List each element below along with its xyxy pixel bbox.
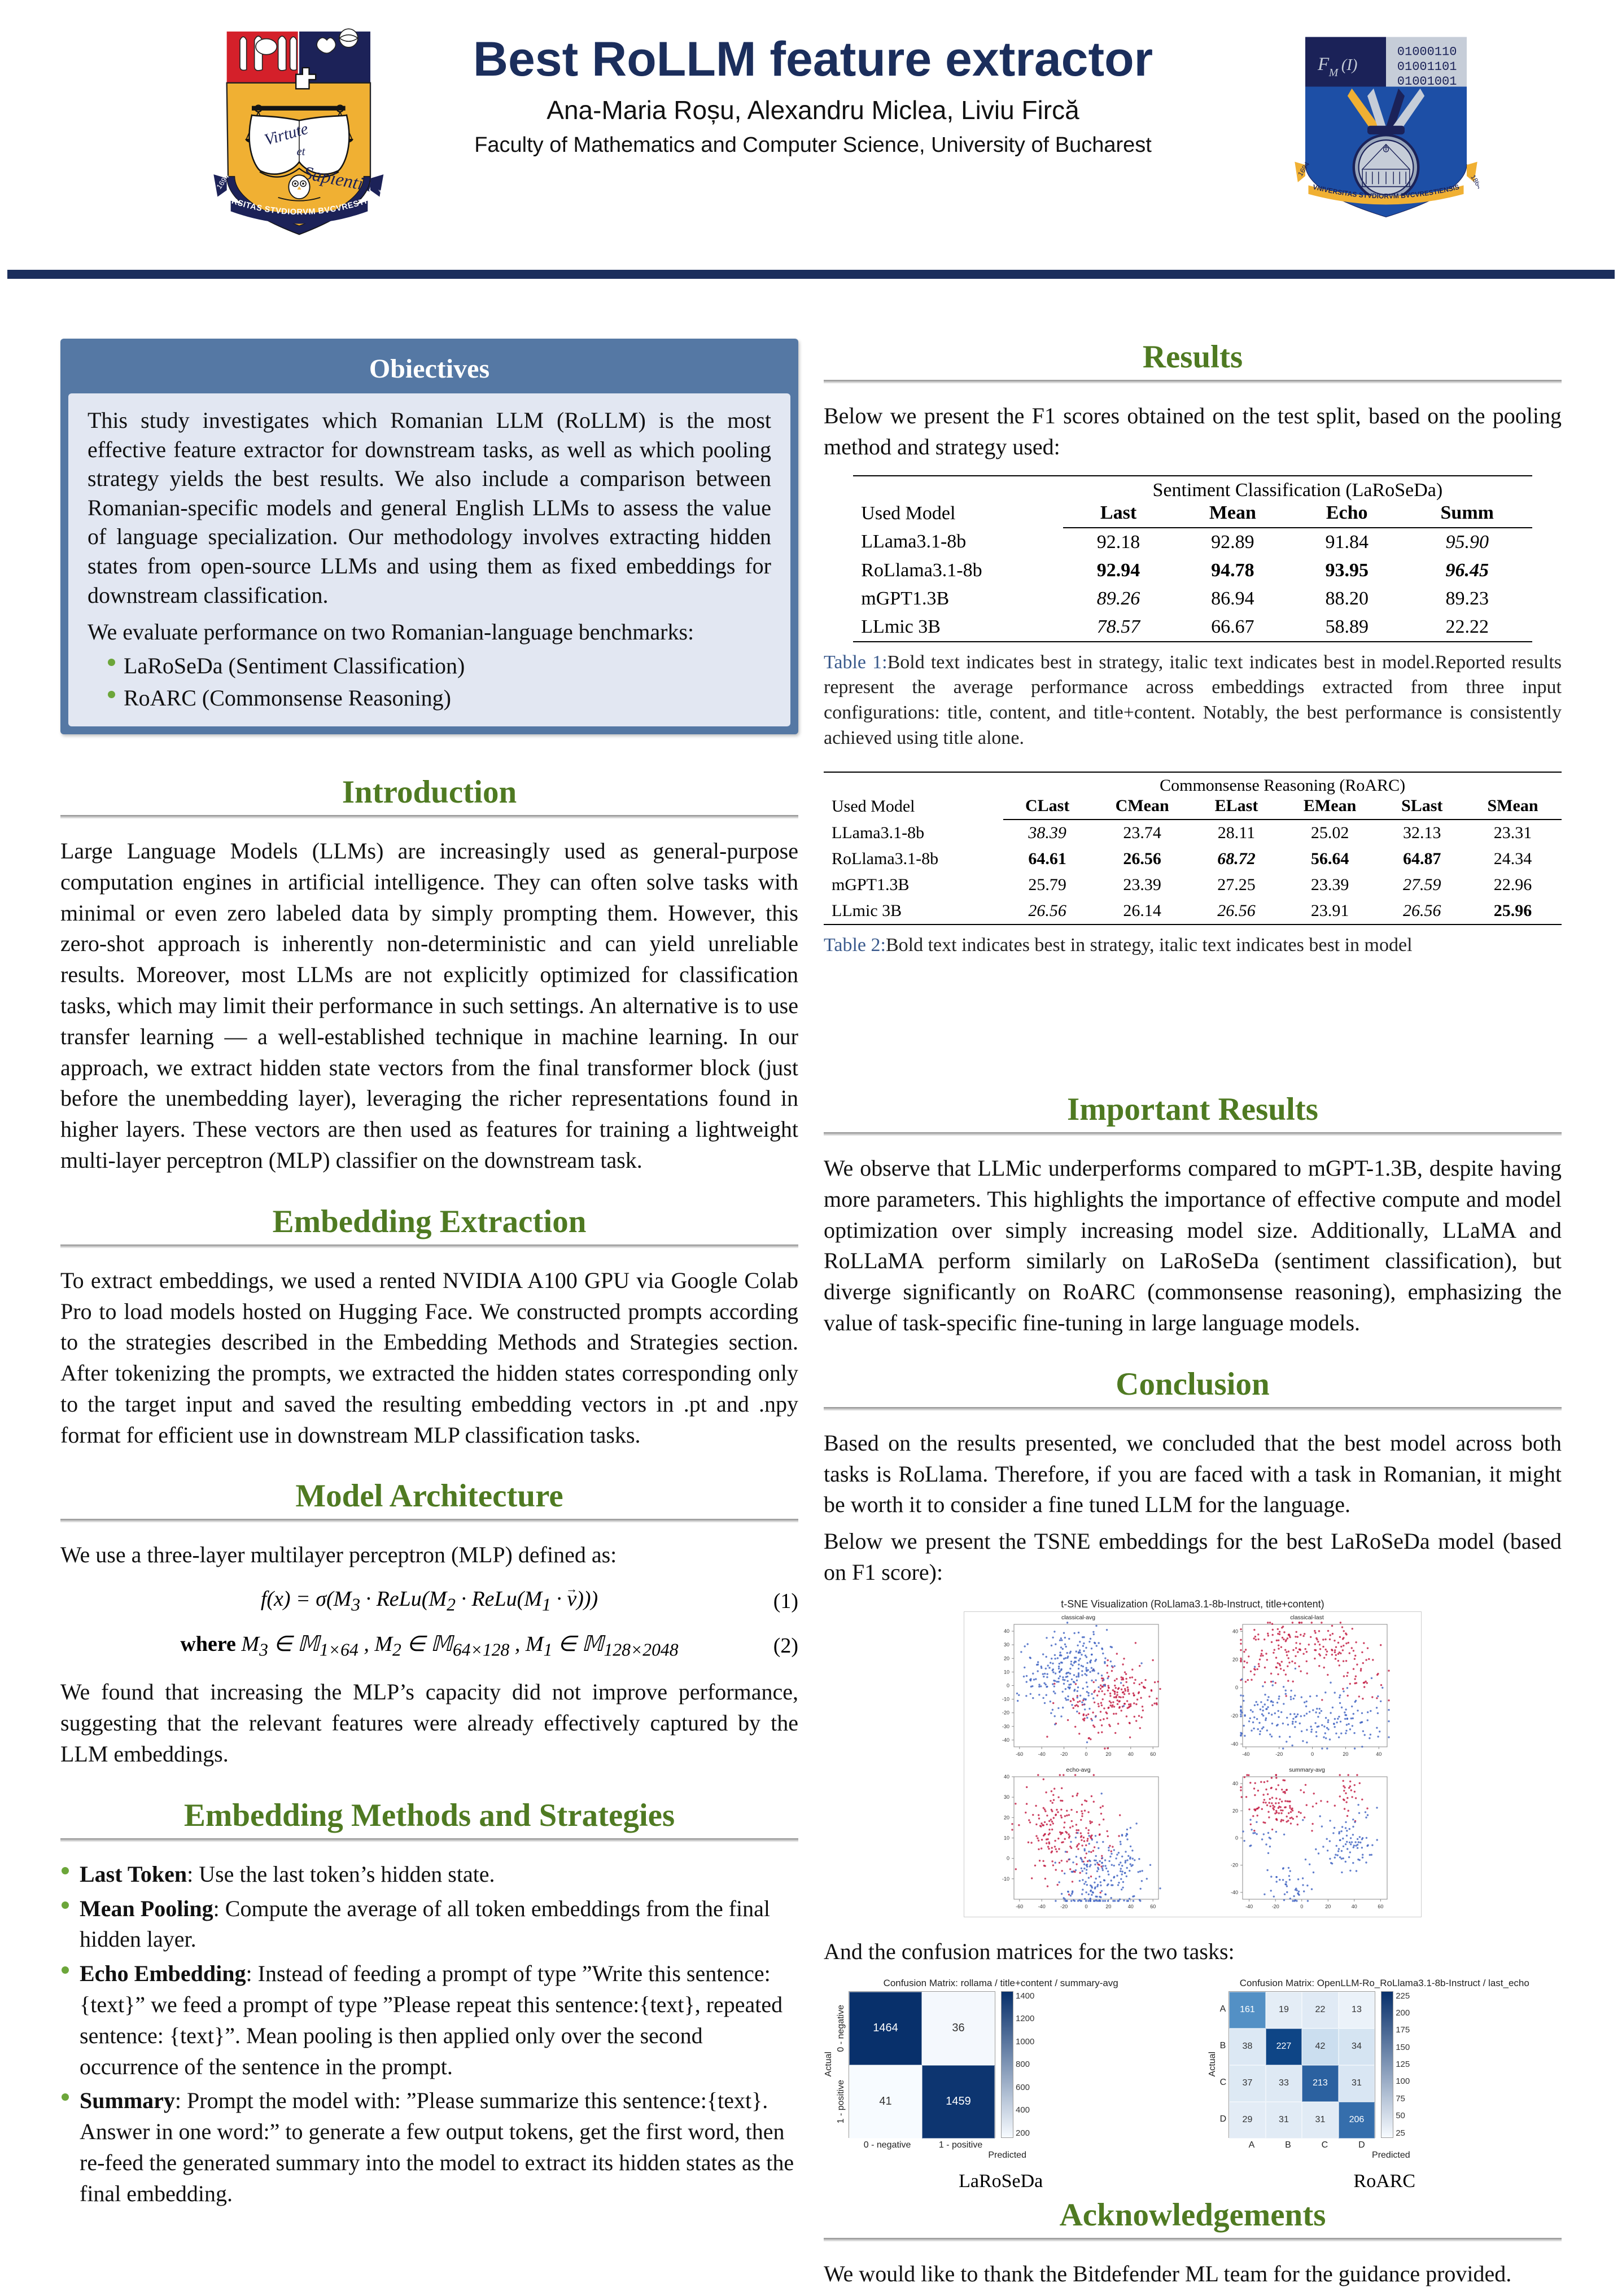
svg-text:10: 10 — [1004, 1669, 1009, 1675]
svg-text:60: 60 — [1151, 1751, 1156, 1757]
svg-text:-20: -20 — [1231, 1713, 1238, 1719]
svg-text:-40: -40 — [1038, 1904, 1046, 1909]
svg-text:40: 40 — [1004, 1774, 1009, 1780]
svg-text:01001001: 01001001 — [1397, 75, 1457, 89]
svg-text:40: 40 — [1232, 1781, 1238, 1786]
svg-text:20: 20 — [1004, 1655, 1009, 1661]
svg-text:0: 0 — [1085, 1904, 1088, 1909]
svg-text:0: 0 — [1235, 1835, 1238, 1841]
svg-text:1864: 1864 — [1469, 173, 1479, 190]
svg-text:20: 20 — [1232, 1657, 1238, 1662]
svg-text:-60: -60 — [1016, 1904, 1024, 1909]
svg-text:-10: -10 — [1002, 1876, 1009, 1882]
svg-text:40: 40 — [1004, 1628, 1009, 1634]
svg-text:40: 40 — [1128, 1904, 1134, 1909]
svg-text:20: 20 — [1325, 1904, 1331, 1909]
svg-text:-40: -40 — [1002, 1737, 1009, 1743]
svg-text:-20: -20 — [1275, 1751, 1283, 1757]
svg-text:0: 0 — [1007, 1682, 1009, 1688]
svg-text:40: 40 — [1128, 1751, 1134, 1757]
svg-text:-20: -20 — [1060, 1904, 1068, 1909]
svg-text:-10: -10 — [1002, 1696, 1009, 1702]
svg-text:-40: -40 — [1245, 1904, 1253, 1909]
svg-text:0: 0 — [1235, 1685, 1238, 1690]
svg-text:60: 60 — [1378, 1904, 1383, 1909]
svg-text:20: 20 — [1106, 1751, 1112, 1757]
svg-text:-20: -20 — [1231, 1862, 1238, 1868]
svg-text:-60: -60 — [1016, 1751, 1024, 1757]
svg-text:(I): (I) — [1341, 56, 1358, 74]
svg-text:20: 20 — [1106, 1904, 1112, 1909]
svg-text:classical-avg: classical-avg — [1061, 1614, 1095, 1621]
svg-text:et: et — [296, 144, 305, 158]
svg-text:30: 30 — [1004, 1642, 1009, 1647]
svg-text:01000110: 01000110 — [1397, 45, 1457, 59]
svg-text:0: 0 — [1007, 1855, 1009, 1861]
svg-text:0: 0 — [1300, 1904, 1303, 1909]
svg-text:echo-avg: echo-avg — [1066, 1767, 1091, 1773]
svg-text:-40: -40 — [1242, 1751, 1249, 1757]
svg-text:0: 0 — [1085, 1751, 1088, 1757]
svg-text:40: 40 — [1232, 1628, 1238, 1634]
svg-text:10: 10 — [1004, 1835, 1009, 1841]
svg-text:20: 20 — [1232, 1808, 1238, 1813]
svg-text:-40: -40 — [1038, 1751, 1046, 1757]
svg-text:-40: -40 — [1231, 1741, 1238, 1747]
svg-text:30: 30 — [1004, 1794, 1009, 1800]
svg-text:M: M — [1328, 67, 1339, 79]
svg-text:01001101: 01001101 — [1397, 60, 1457, 74]
svg-text:classical-last: classical-last — [1290, 1614, 1324, 1621]
svg-text:F: F — [1317, 54, 1330, 75]
svg-text:20: 20 — [1004, 1815, 1009, 1820]
svg-text:-30: -30 — [1002, 1724, 1009, 1729]
svg-text:summary-avg: summary-avg — [1289, 1767, 1325, 1773]
svg-text:-40: -40 — [1231, 1890, 1238, 1895]
svg-text:-20: -20 — [1060, 1751, 1068, 1757]
svg-text:40: 40 — [1351, 1904, 1357, 1909]
svg-text:20: 20 — [1343, 1751, 1348, 1757]
svg-text:40: 40 — [1376, 1751, 1381, 1757]
svg-text:-20: -20 — [1271, 1904, 1279, 1909]
svg-text:0: 0 — [1311, 1751, 1314, 1757]
svg-text:-20: -20 — [1002, 1710, 1009, 1715]
svg-text:60: 60 — [1151, 1904, 1156, 1909]
